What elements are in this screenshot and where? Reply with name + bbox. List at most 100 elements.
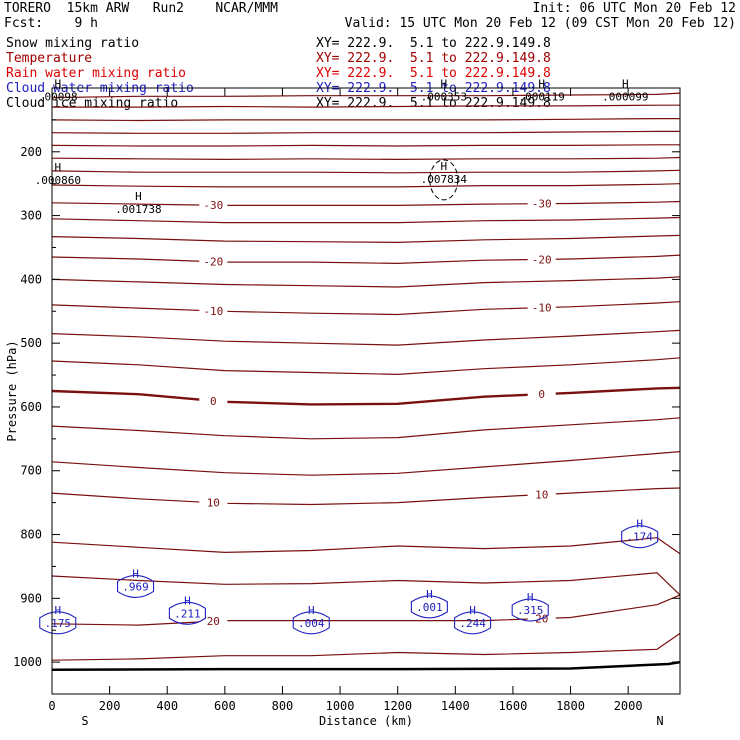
maximum-marker: H: [622, 78, 629, 91]
isotherm-line: [51, 301, 681, 316]
cloud-water-contour: [410, 595, 448, 619]
maximum-value: .211: [174, 607, 201, 620]
valid-time: Valid: 15 UTC Mon 20 Feb 12 (09 CST Mon …: [344, 16, 736, 31]
isotherm-line: [51, 537, 681, 555]
isotherm-label-bg: [199, 304, 228, 317]
isotherm-line: [51, 451, 681, 476]
maximum-marker: H: [135, 190, 142, 203]
maximum-value: .175: [45, 617, 72, 630]
x-tick-label: 1600: [498, 699, 527, 713]
isotherm-label-bg: [527, 388, 556, 401]
isotherm-line: [51, 156, 681, 161]
x-tick-label: 800: [272, 699, 294, 713]
isotherm-line: [51, 183, 681, 188]
cloud-water-contour: [168, 601, 206, 625]
maximum-value: .000353: [421, 91, 467, 104]
isotherm-label: 20: [207, 615, 220, 628]
x-tick-label: 2000: [614, 699, 643, 713]
model-title: TORERO 15km ARW Run2 NCAR/MMM: [4, 1, 278, 16]
isotherm-label-bg: [527, 253, 556, 266]
isotherm-line: [51, 200, 681, 206]
init-time: Init: 06 UTC Mon 20 Feb 12: [532, 1, 737, 16]
maximum-marker: H: [54, 161, 61, 174]
isotherm-label-bg: [199, 615, 228, 628]
legend-name-rain: Rain water mixing ratio: [6, 66, 187, 81]
isotherm-line: [52, 104, 680, 108]
y-tick-label: 400: [20, 272, 42, 286]
isotherm-label-bg: [527, 197, 556, 210]
x-end-right: N: [656, 714, 663, 728]
isotherm-line: [51, 169, 681, 174]
maximum-value: .004: [298, 617, 325, 630]
y-tick-label: 700: [20, 464, 42, 478]
isotherm-line: [51, 92, 681, 99]
y-tick-label: 800: [20, 528, 42, 542]
x-axis-label: Distance (km): [319, 714, 413, 728]
x-tick-label: 600: [214, 699, 236, 713]
maximum-value: .969: [122, 580, 149, 593]
maximum-marker: H: [426, 588, 433, 601]
maximum-value: .000099: [602, 91, 648, 104]
maximum-value: .000860: [35, 174, 81, 187]
legend-range-snow: XY= 222.9. 5.1 to 222.9.149.8: [316, 36, 551, 51]
maximum-marker: H: [636, 518, 643, 531]
isotherm-line: [51, 594, 681, 626]
isotherm-label: -30: [203, 199, 223, 212]
isotherm-line: [51, 632, 681, 661]
maximum-marker: H: [184, 594, 191, 607]
maximum-value: .007834: [421, 173, 468, 186]
y-tick-label: 900: [20, 591, 42, 605]
isotherm-label: -20: [532, 253, 552, 266]
x-tick-label: 1800: [556, 699, 585, 713]
x-tick-label: 200: [99, 699, 121, 713]
x-tick-label: 400: [156, 699, 178, 713]
maximum-marker: H: [440, 78, 447, 91]
terrain-line: [51, 660, 681, 672]
y-tick-label: 600: [20, 400, 42, 414]
maximum-value: .001: [416, 601, 443, 614]
snow-contour: [429, 159, 459, 201]
cloud-water-contour: [511, 598, 549, 622]
maximum-marker: H: [538, 78, 545, 91]
isotherm-line: [51, 254, 681, 265]
isotherm-label: 10: [535, 489, 548, 502]
legend-range-cloud-ice: XY= 222.9. 5.1 to 222.9.149.8: [316, 96, 551, 111]
legend-name-snow: Snow mixing ratio: [6, 36, 140, 51]
isotherm-line: [51, 417, 681, 440]
isotherm-label-bg: [199, 199, 228, 212]
legend-range-rain: XY= 222.9. 5.1 to 222.9.149.8: [316, 66, 551, 81]
maximum-marker: H: [54, 78, 61, 91]
maximum-value: .174: [626, 531, 653, 544]
isotherm-label: -20: [203, 256, 223, 269]
x-tick-label: 1200: [383, 699, 412, 713]
cloud-water-contour: [621, 525, 659, 549]
maximum-value: .000119: [519, 91, 565, 104]
maximum-value: .001738: [115, 203, 161, 216]
isotherm-line: [51, 572, 681, 596]
maximum-marker: H: [527, 591, 534, 604]
plot-frame: [51, 87, 681, 695]
isotherm-label: 0: [538, 388, 545, 401]
isotherm-label-bg: [199, 255, 228, 268]
y-axis-label: Pressure (hPa): [5, 340, 19, 441]
isotherm-line: [51, 130, 680, 134]
isotherm-line: [51, 276, 681, 288]
x-tick-label: 1000: [326, 699, 355, 713]
isotherm-label: 10: [207, 497, 220, 510]
x-tick-label: 1400: [441, 699, 470, 713]
isotherm-label-bg: [527, 301, 556, 314]
y-tick-label: 500: [20, 336, 42, 350]
isotherm-line: [51, 487, 681, 506]
isotherm-line: [51, 357, 681, 376]
cloud-water-contour: [116, 574, 155, 599]
isotherm-line: [51, 216, 681, 224]
maximum-value: .315: [517, 604, 544, 617]
isotherm-line: [51, 144, 680, 147]
y-tick-label: 200: [20, 145, 42, 159]
isotherm-label-bg: [527, 488, 556, 501]
maximum-value: .244: [459, 617, 486, 630]
isotherm-label-bg: [199, 496, 228, 509]
y-tick-label: 1000: [13, 655, 42, 669]
isotherm-line: [51, 234, 681, 244]
